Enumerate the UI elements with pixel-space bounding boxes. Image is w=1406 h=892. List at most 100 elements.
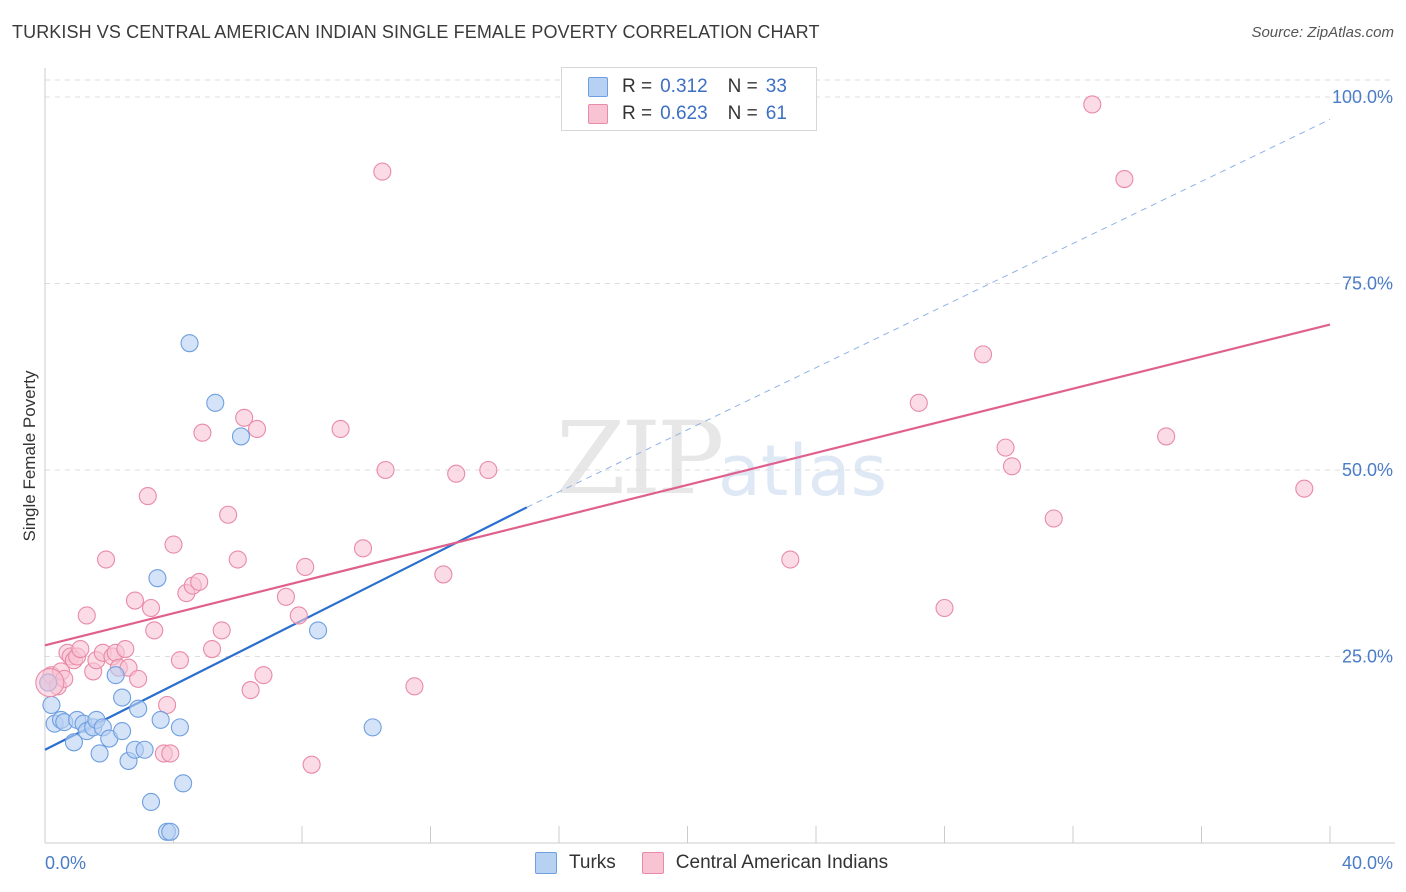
point-central-american-indians bbox=[1295, 479, 1314, 498]
point-turks bbox=[180, 334, 199, 353]
chart-source: Source: ZipAtlas.com bbox=[1251, 24, 1394, 41]
point-central-american-indians bbox=[909, 393, 928, 412]
point-turks bbox=[161, 822, 180, 841]
point-central-american-indians bbox=[235, 408, 254, 427]
legend-n-label: N = bbox=[727, 103, 758, 124]
point-central-american-indians bbox=[973, 345, 993, 364]
series-legend: Turks Central American Indians bbox=[535, 852, 914, 874]
point-central-american-indians bbox=[1002, 457, 1022, 476]
point-turks bbox=[135, 740, 154, 759]
point-turks bbox=[148, 569, 167, 588]
point-central-american-indians bbox=[145, 621, 164, 640]
point-central-american-indians bbox=[190, 572, 209, 591]
point-central-american-indians bbox=[193, 423, 212, 442]
y-tick-label: 75.0% bbox=[1342, 274, 1393, 294]
y-tick-label: 100.0% bbox=[1332, 87, 1393, 107]
point-central-american-indians bbox=[212, 621, 231, 640]
point-central-american-indians bbox=[373, 162, 392, 181]
point-central-american-indians bbox=[96, 550, 116, 569]
point-central-american-indians bbox=[116, 639, 135, 659]
point-central-american-indians bbox=[241, 681, 260, 700]
y-tick-label: 25.0% bbox=[1342, 647, 1393, 667]
point-central-american-indians bbox=[71, 639, 90, 659]
legend-n-value: 61 bbox=[765, 103, 787, 124]
point-central-american-indians bbox=[434, 565, 453, 584]
legend-r-label: R = bbox=[622, 76, 653, 97]
point-turks bbox=[141, 792, 161, 812]
point-central-american-indians bbox=[138, 487, 157, 506]
point-turks bbox=[113, 688, 132, 707]
point-turks bbox=[106, 666, 125, 685]
point-central-american-indians bbox=[77, 606, 96, 625]
legend-n-label: N = bbox=[727, 76, 758, 97]
point-turks bbox=[309, 621, 328, 640]
point-central-american-indians bbox=[353, 539, 373, 558]
legend-r-value: 0.623 bbox=[660, 103, 708, 124]
series-label-turks: Turks bbox=[569, 852, 616, 873]
point-central-american-indians bbox=[1157, 427, 1176, 446]
point-turks bbox=[174, 774, 193, 793]
point-central-american-indians bbox=[296, 557, 315, 577]
point-central-american-indians bbox=[247, 419, 267, 439]
grid-lines bbox=[45, 79, 1395, 657]
point-central-american-indians bbox=[141, 598, 161, 618]
point-turks bbox=[90, 744, 109, 763]
point-central-american-indians bbox=[302, 755, 321, 774]
legend-row-turks: R = 0.312 N = 33 bbox=[588, 74, 787, 100]
series-label-central-american-indians: Central American Indians bbox=[675, 852, 889, 873]
trend-lines bbox=[44, 118, 1331, 751]
series-swatch-central-american-indians bbox=[641, 852, 664, 874]
point-central-american-indians bbox=[1083, 95, 1102, 114]
legend-r-label: R = bbox=[622, 103, 653, 124]
y-tick-label: 50.0% bbox=[1342, 460, 1393, 480]
point-central-american-indians bbox=[479, 460, 498, 480]
data-points bbox=[35, 95, 1314, 841]
point-turks bbox=[206, 393, 225, 412]
legend-r-value: 0.312 bbox=[660, 76, 708, 97]
point-central-american-indians bbox=[170, 651, 189, 670]
point-turks bbox=[64, 733, 83, 752]
tick-labels: 25.0% 50.0% 75.0% 100.0% 0.0% 40.0% bbox=[45, 87, 1393, 873]
point-central-american-indians bbox=[125, 591, 144, 610]
point-central-american-indians bbox=[158, 695, 177, 715]
series-swatch-turks bbox=[535, 852, 557, 874]
point-turks bbox=[363, 718, 382, 737]
point-turks bbox=[231, 427, 251, 446]
legend-n-value: 33 bbox=[765, 76, 787, 97]
point-central-american-indians bbox=[935, 598, 954, 618]
point-turks bbox=[129, 699, 148, 718]
point-central-american-indians bbox=[1044, 509, 1063, 528]
point-central-american-indians bbox=[228, 550, 247, 569]
point-central-american-indians bbox=[996, 438, 1015, 457]
point-central-american-indians bbox=[129, 669, 148, 688]
point-turks bbox=[151, 710, 170, 729]
axes bbox=[44, 68, 1395, 844]
point-central-american-indians bbox=[376, 460, 395, 480]
point-central-american-indians bbox=[405, 677, 424, 696]
y-axis-title: Single Female Poverty bbox=[20, 370, 39, 542]
legend-swatch-central-american-indians bbox=[588, 104, 608, 124]
series-legend-central-american-indians[interactable]: Central American Indians bbox=[641, 852, 889, 874]
point-central-american-indians bbox=[1115, 170, 1134, 189]
point-central-american-indians bbox=[161, 744, 180, 763]
x-tick-label: 40.0% bbox=[1342, 853, 1393, 873]
point-central-american-indians bbox=[331, 419, 350, 439]
point-central-american-indians bbox=[203, 639, 222, 659]
series-legend-turks[interactable]: Turks bbox=[535, 852, 616, 874]
point-cluster bbox=[35, 668, 65, 698]
trend-line-turks bbox=[44, 506, 528, 751]
point-turks bbox=[42, 695, 61, 715]
point-turks bbox=[170, 718, 189, 737]
point-central-american-indians bbox=[289, 606, 308, 625]
x-tick-label: 0.0% bbox=[45, 853, 86, 873]
legend-row-central-american-indians: R = 0.623 N = 61 bbox=[588, 101, 787, 127]
point-central-american-indians bbox=[219, 505, 238, 524]
correlation-legend: R = 0.312 N = 33 R = 0.623 N = 61 bbox=[561, 67, 817, 131]
point-central-american-indians bbox=[276, 587, 295, 606]
point-central-american-indians bbox=[781, 550, 800, 569]
chart-title: TURKISH VS CENTRAL AMERICAN INDIAN SINGL… bbox=[12, 22, 820, 42]
trend-extension-turks bbox=[526, 118, 1331, 508]
trend-line-central-american-indians bbox=[44, 323, 1331, 647]
legend-swatch-turks bbox=[588, 77, 608, 97]
